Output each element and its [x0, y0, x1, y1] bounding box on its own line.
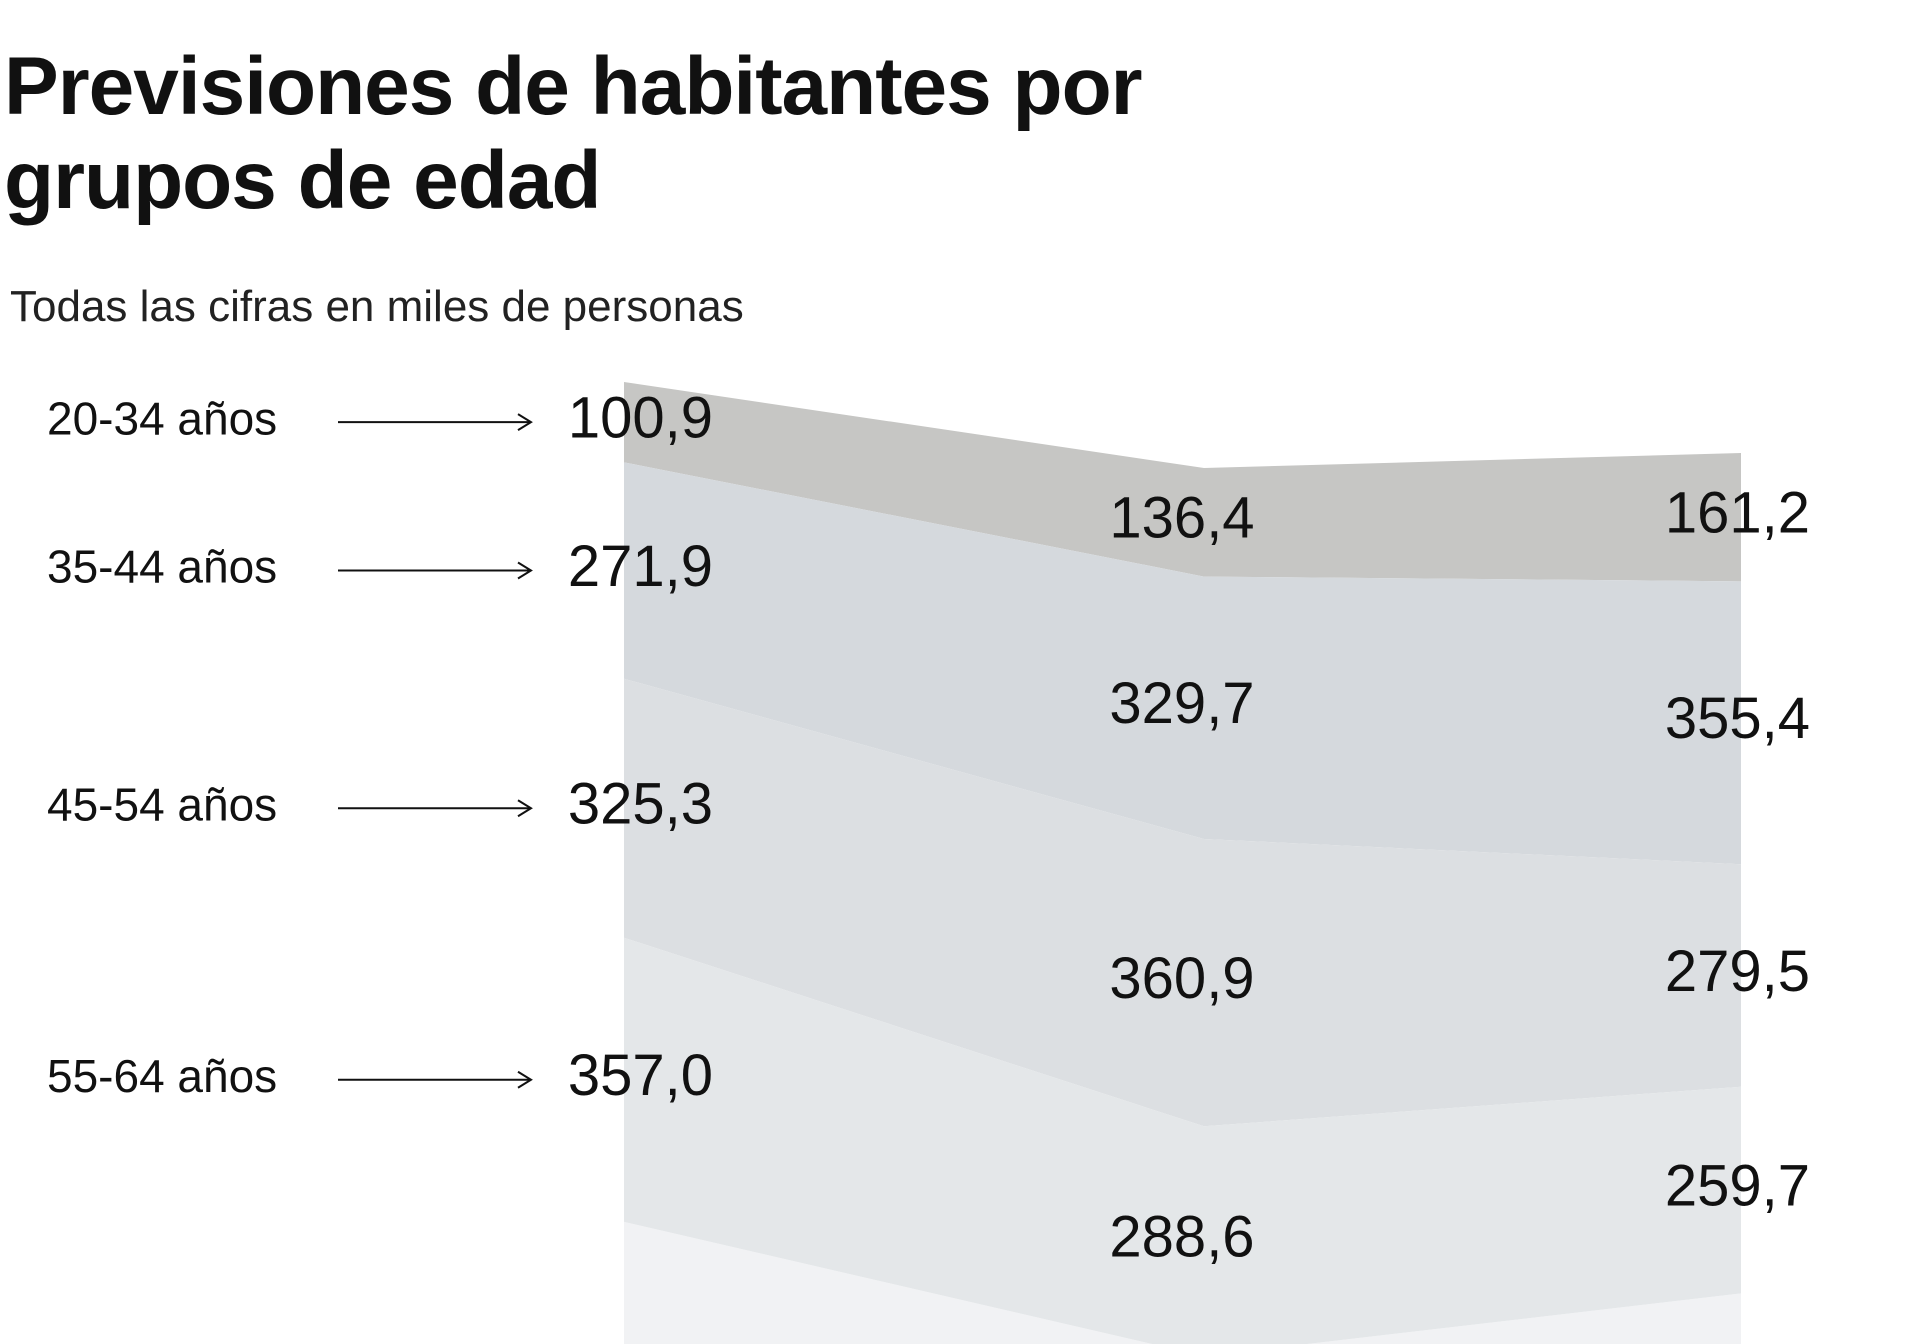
chart-subtitle: Todas las cifras en miles de personas — [10, 282, 744, 331]
arrow-head — [517, 413, 533, 432]
area — [624, 382, 1741, 582]
value-label: 100,9 — [568, 385, 713, 450]
value-label: 325,3 — [568, 772, 713, 837]
area — [624, 462, 1741, 865]
value-label: 355,4 — [1665, 686, 1810, 751]
series-label: 55-64 años — [47, 1050, 277, 1102]
area-rest — [624, 1221, 1741, 1344]
arrow-head — [517, 799, 533, 818]
value-label: 288,6 — [1109, 1204, 1254, 1269]
value-label: 271,9 — [568, 534, 713, 599]
value-label: 279,5 — [1665, 939, 1810, 1004]
value-label: 357,0 — [568, 1043, 713, 1108]
value-label: 259,7 — [1665, 1153, 1810, 1218]
area — [624, 937, 1741, 1344]
series-label: 20-34 años — [47, 392, 277, 444]
series-label: 35-44 años — [47, 541, 277, 593]
arrow-head — [517, 1070, 533, 1089]
arrow-head — [517, 561, 533, 580]
value-label: 161,2 — [1665, 480, 1810, 545]
chart-title: Previsiones de habitantes por grupos de … — [4, 41, 1143, 226]
value-label: 329,7 — [1109, 671, 1254, 736]
area — [624, 678, 1741, 1127]
series-label: 45-54 años — [47, 778, 277, 830]
value-label: 136,4 — [1109, 486, 1254, 551]
value-label: 360,9 — [1109, 946, 1254, 1011]
